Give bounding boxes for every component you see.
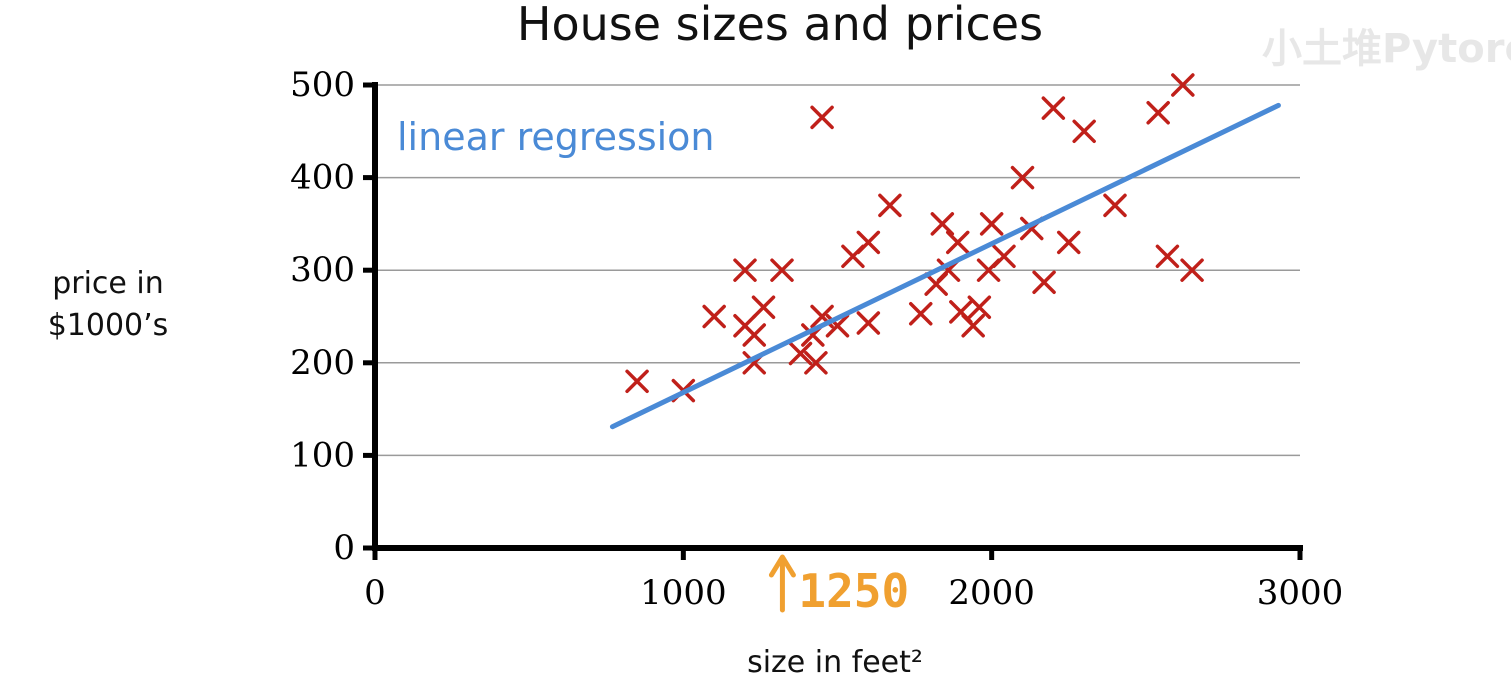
regression-label: linear regression xyxy=(397,115,715,159)
data-point-39 xyxy=(1171,73,1195,97)
regression-line-group xyxy=(609,102,1281,430)
data-point-25 xyxy=(961,314,985,338)
data-point-5 xyxy=(742,323,766,347)
data-point-2 xyxy=(702,304,726,329)
data-point-0 xyxy=(625,369,649,394)
data-point-29 xyxy=(992,244,1016,269)
x-axis-ticks: 0 1000 2000 3000 xyxy=(364,548,1343,613)
data-point-33 xyxy=(1041,96,1066,120)
data-point-23 xyxy=(946,230,970,255)
y-tick-label-100: 100 xyxy=(290,435,355,475)
y-tick-label-200: 200 xyxy=(290,343,355,383)
data-point-7 xyxy=(751,295,776,319)
highlight-annotation: 1250 xyxy=(768,554,909,618)
data-point-13 xyxy=(810,105,834,130)
axes xyxy=(372,82,1303,551)
y-axis-ticks: 0 100 200 300 400 500 xyxy=(290,65,375,568)
data-point-37 xyxy=(1146,101,1170,125)
x-axis-label: size in feet² xyxy=(747,645,923,680)
data-point-18 xyxy=(878,193,902,218)
data-point-35 xyxy=(1072,119,1096,144)
data-point-34 xyxy=(1057,230,1081,255)
gridlines xyxy=(375,84,1300,457)
data-point-21 xyxy=(930,212,955,236)
watermark: 小土堆Pytorch xyxy=(1262,26,1511,72)
annotation-arrow xyxy=(768,554,796,613)
data-point-9 xyxy=(788,341,813,366)
y-tick-label-0: 0 xyxy=(333,528,355,568)
y-axis-label-line1: price in xyxy=(52,266,164,301)
data-point-17 xyxy=(856,311,881,335)
y-tick-label-500: 500 xyxy=(290,65,355,105)
data-point-40 xyxy=(1180,258,1204,282)
chart-title: House sizes and prices xyxy=(517,0,1043,51)
x-tick-label-1000: 1000 xyxy=(640,573,727,613)
y-axis-label-line2: $1000’s xyxy=(48,308,169,343)
data-point-16 xyxy=(856,230,881,255)
data-point-38 xyxy=(1155,244,1180,269)
y-tick-label-400: 400 xyxy=(290,158,355,198)
x-tick-label-0: 0 xyxy=(364,573,386,613)
data-point-8 xyxy=(770,258,794,282)
data-point-30 xyxy=(1010,165,1035,190)
data-point-11 xyxy=(804,351,828,375)
annotation-label: 1250 xyxy=(798,564,909,618)
data-point-19 xyxy=(909,301,933,326)
data-point-28 xyxy=(979,212,1004,236)
data-point-36 xyxy=(1103,193,1127,218)
data-point-3 xyxy=(733,258,757,282)
y-tick-label-300: 300 xyxy=(290,250,355,290)
x-tick-label-3000: 3000 xyxy=(1257,573,1344,613)
data-points xyxy=(625,73,1204,403)
data-point-26 xyxy=(967,295,992,319)
data-point-32 xyxy=(1032,270,1056,294)
x-tick-label-2000: 2000 xyxy=(948,573,1035,613)
regression-line xyxy=(609,102,1281,430)
